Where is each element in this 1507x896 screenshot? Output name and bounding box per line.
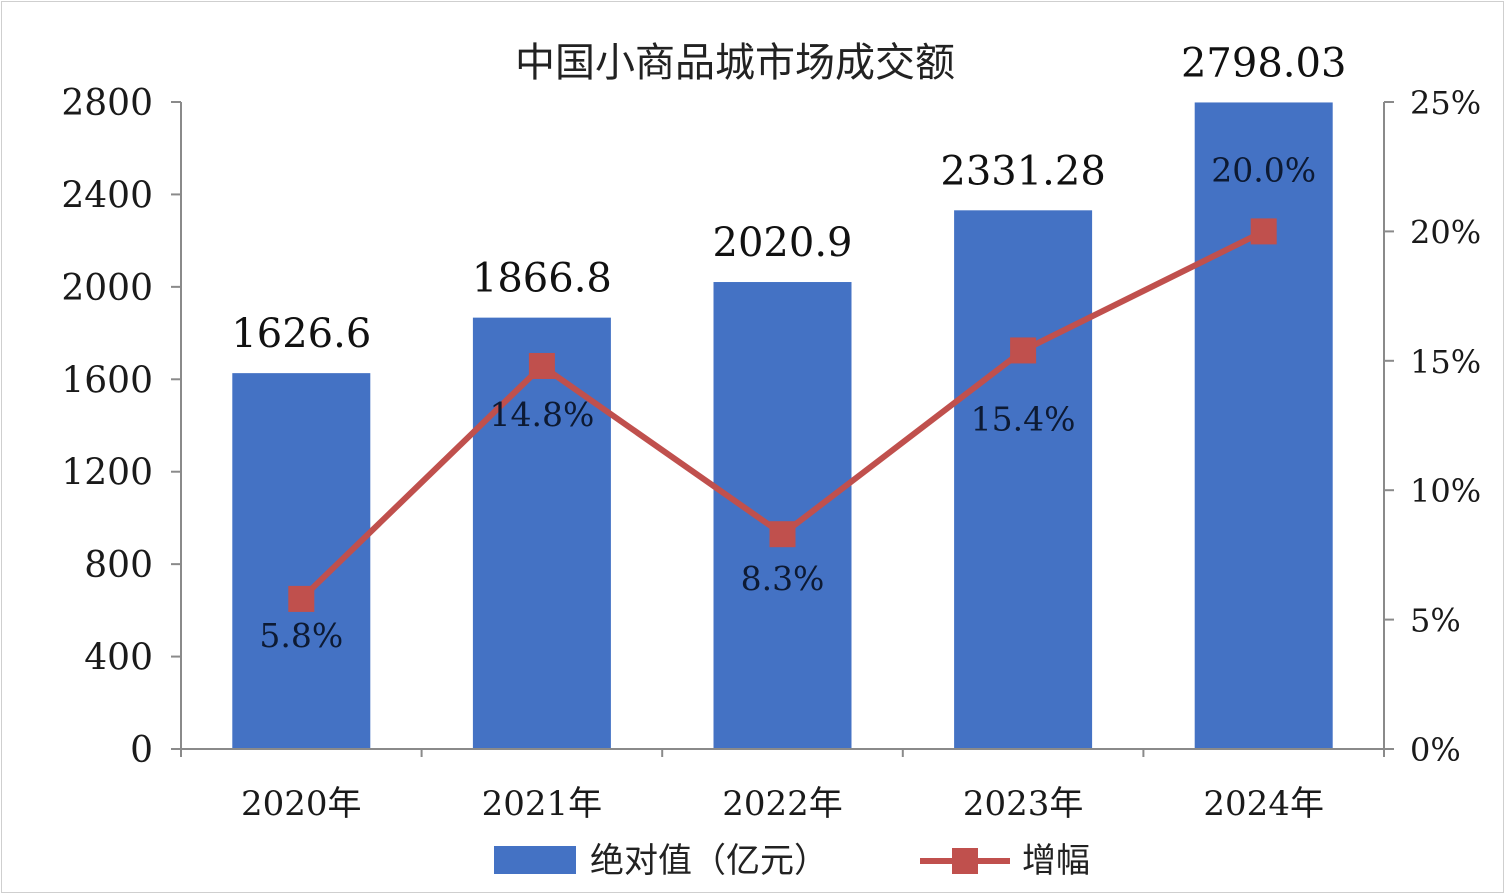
bars-layer: [232, 102, 1333, 750]
bar-value-label-1: 1866.8: [472, 256, 612, 302]
y-left-tick-label-3: 1200: [61, 453, 153, 494]
growth-marker-0: [288, 585, 315, 612]
legend-bar-swatch: [494, 846, 576, 874]
y-right-tick-label-0: 0%: [1410, 731, 1461, 769]
y-right-tick-label-2: 10%: [1410, 472, 1481, 510]
legend-bar-label: 绝对值（亿元）: [590, 841, 828, 881]
bar-4: [1194, 102, 1333, 750]
y-right-tick-label-4: 20%: [1410, 213, 1481, 251]
growth-marker-2: [769, 521, 796, 548]
line-layer: [288, 218, 1277, 612]
legend: 绝对值（亿元） 增幅: [494, 841, 1090, 881]
growth-marker-4: [1250, 218, 1277, 245]
x-tick-label-0: 2020年: [241, 784, 362, 824]
growth-value-label-3: 15.4%: [971, 399, 1076, 438]
x-tick-label-2: 2022年: [722, 784, 843, 824]
bar-value-label-4: 2798.03: [1181, 40, 1346, 86]
growth-value-label-2: 8.3%: [741, 559, 825, 598]
growth-value-label-1: 14.8%: [489, 395, 594, 434]
y-left-tick-label-0: 0: [130, 730, 153, 771]
axes-layer: 0 400 800 1200 1600 2000 2400 2800 0% 5% 10% 15% 20%…: [61, 83, 1481, 824]
bar-1: [472, 317, 611, 749]
y-left-tick-label-7: 2800: [61, 83, 153, 124]
growth-marker-1: [528, 352, 555, 379]
y-left-tick-label-1: 400: [84, 638, 153, 679]
growth-value-label-0: 5.8%: [259, 616, 343, 655]
growth-marker-3: [1010, 337, 1037, 364]
bar-value-label-2: 2020.9: [713, 220, 853, 266]
bar-value-label-3: 2331.28: [940, 148, 1105, 194]
x-tick-label-4: 2024年: [1203, 784, 1324, 824]
growth-value-label-4: 20.0%: [1211, 150, 1316, 189]
bar-2: [713, 282, 852, 749]
x-tick-label-1: 2021年: [482, 784, 603, 824]
y-right-tick-label-3: 15%: [1410, 343, 1481, 381]
y-right-tick-label-1: 5%: [1410, 602, 1461, 640]
y-left-tick-label-2: 800: [84, 545, 153, 586]
labels-layer: 1626.6 1866.8 2020.9 2331.28 2798.03 5.8% 14.8…: [231, 40, 1346, 654]
y-left-tick-label-5: 2000: [61, 268, 153, 309]
x-tick-label-3: 2023年: [963, 784, 1084, 824]
bar-3: [954, 210, 1093, 749]
y-left-tick-label-6: 2400: [61, 175, 153, 216]
chart-title: 中国小商品城市场成交额: [515, 40, 955, 86]
bar-value-label-0: 1626.6: [231, 311, 371, 357]
legend-line-marker: [952, 848, 978, 874]
legend-line-label: 增幅: [1022, 841, 1090, 881]
y-right-tick-label-5: 25%: [1410, 84, 1481, 122]
y-left-tick-label-4: 1600: [61, 360, 153, 401]
bar-0: [232, 373, 371, 749]
